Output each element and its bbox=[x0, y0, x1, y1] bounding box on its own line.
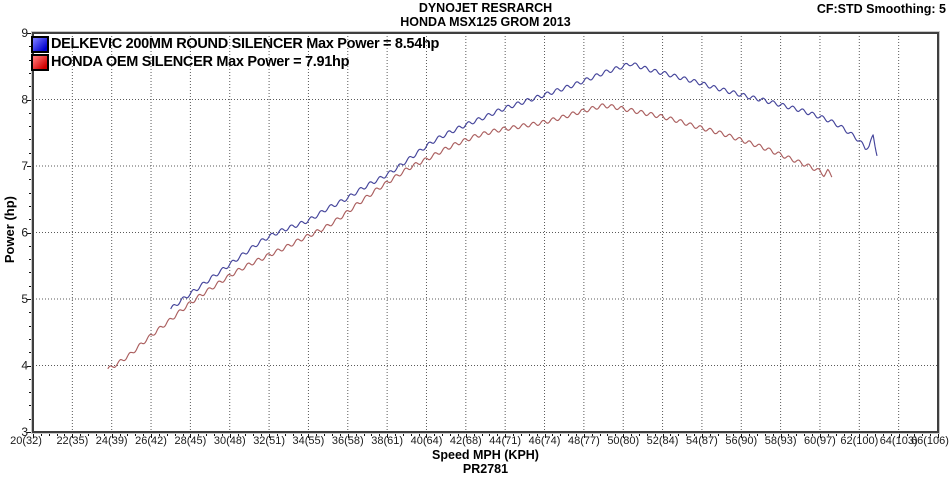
x-axis-title: Speed MPH (KPH) bbox=[432, 448, 539, 462]
plot-frame-bevel bbox=[31, 31, 940, 434]
x-tick-label: 34(55) bbox=[293, 435, 325, 447]
y-tick-label: 6 bbox=[21, 226, 28, 240]
x-tick-label: 66(106) bbox=[911, 435, 949, 447]
x-tick-label: 36(58) bbox=[332, 435, 364, 447]
x-tick-label: 58(93) bbox=[765, 435, 797, 447]
legend-row-delkevic: DELKEVIC 200MM ROUND SILENCER Max Power … bbox=[31, 35, 439, 53]
x-tick-label: 50(80) bbox=[607, 435, 639, 447]
x-tick-label: 46(74) bbox=[529, 435, 561, 447]
y-tick-label: 4 bbox=[21, 359, 28, 373]
x-tick-label: 24(39) bbox=[96, 435, 128, 447]
x-tick-label: 26(42) bbox=[135, 435, 167, 447]
smoothing-setting-label: CF:STD Smoothing: 5 bbox=[816, 2, 946, 16]
x-tick-label: 52(84) bbox=[647, 435, 679, 447]
legend-label-delkevic: DELKEVIC 200MM ROUND SILENCER Max Power … bbox=[51, 36, 440, 52]
x-tick-label: 60(97) bbox=[804, 435, 836, 447]
delkevic-power-curve bbox=[170, 62, 878, 310]
legend: DELKEVIC 200MM ROUND SILENCER Max Power … bbox=[31, 35, 439, 71]
legend-row-honda-oem: HONDA OEM SILENCER Max Power = 7.91hp bbox=[31, 53, 439, 71]
y-tick-label: 8 bbox=[21, 93, 28, 107]
x-tick-labels: 20(32) 22(35) 24(39) 26(42) 28(45) 30(48) 32(5… bbox=[10, 435, 949, 447]
title-line-1: DYNOJET RESRARCH bbox=[418, 1, 553, 15]
x-tick-label: 32(51) bbox=[253, 435, 285, 447]
y-tick-label: 9 bbox=[21, 26, 28, 40]
y-tick-label: 3 bbox=[21, 425, 28, 439]
x-tick-label: 54(87) bbox=[686, 435, 718, 447]
x-tick-label: 62(100) bbox=[840, 435, 878, 447]
x-tick-label: 42(68) bbox=[450, 435, 482, 447]
y-tick-labels: 9 8 7 6 5 4 3 bbox=[21, 26, 28, 439]
honda-oem-power-curve bbox=[107, 103, 833, 370]
title-line-2: HONDA MSX125 GROM 2013 bbox=[400, 15, 571, 29]
x-tick-label: 48(77) bbox=[568, 435, 600, 447]
delkevic-series-swatch bbox=[31, 35, 49, 53]
x-tick-label: 56(90) bbox=[725, 435, 757, 447]
plot-frame bbox=[32, 32, 939, 433]
y-tick-label: 5 bbox=[21, 292, 28, 306]
chart-title-block: DYNOJET RESRARCH HONDA MSX125 GROM 2013 bbox=[33, 1, 938, 29]
run-id-label: PR2781 bbox=[462, 462, 509, 476]
legend-label-honda-oem: HONDA OEM SILENCER Max Power = 7.91hp bbox=[51, 54, 350, 70]
x-tick-label: 64(103) bbox=[880, 435, 918, 447]
x-tick-label: 44(71) bbox=[489, 435, 521, 447]
y-axis-title: Power (hp) bbox=[2, 196, 17, 264]
y-tick-label: 7 bbox=[21, 159, 28, 173]
x-tick-label: 40(64) bbox=[411, 435, 443, 447]
plot-grid bbox=[33, 33, 938, 432]
x-tick-label: 22(35) bbox=[56, 435, 88, 447]
x-tick-label: 30(48) bbox=[214, 435, 246, 447]
x-tick-label: 38(61) bbox=[371, 435, 403, 447]
honda-oem-series-swatch bbox=[31, 53, 49, 71]
x-tick-label: 20(32) bbox=[10, 435, 42, 447]
x-tick-label: 28(45) bbox=[174, 435, 206, 447]
